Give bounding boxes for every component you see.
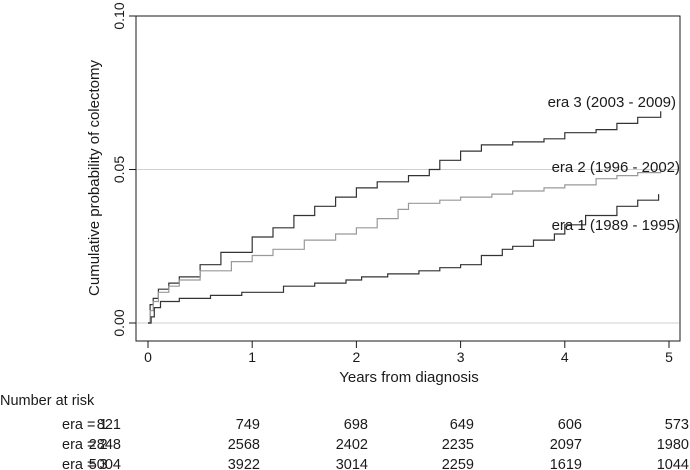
series-line-era-3 xyxy=(148,111,662,324)
risk-row-label-2: era = 2 xyxy=(62,437,108,453)
risk-cell: 3922 xyxy=(228,457,260,470)
risk-cell: 2259 xyxy=(442,457,474,470)
plot-frame xyxy=(135,15,681,342)
risk-cell: 606 xyxy=(558,417,582,433)
grid-lines xyxy=(137,169,679,324)
y-axis-title: Cumulative probability of colectomy xyxy=(86,60,103,296)
y-tick-label-0: 0.00 xyxy=(111,309,127,336)
risk-cell: 2568 xyxy=(228,437,260,453)
risk-row-label-1: era = 1 xyxy=(62,417,108,433)
risk-row-label-3: era = 3 xyxy=(62,457,108,470)
x-tick-label-5: 5 xyxy=(665,349,673,365)
x-tick-label-3: 3 xyxy=(457,349,465,365)
risk-cell: 3014 xyxy=(336,457,368,470)
series-labels: era 3 (2003 - 2009) era 2 (1996 - 2002) er… xyxy=(548,94,680,234)
risk-cell: 2848 xyxy=(89,437,121,453)
x-tick-label-4: 4 xyxy=(561,349,569,365)
risk-cell: 1044 xyxy=(657,457,689,470)
risk-cell: 821 xyxy=(97,417,121,433)
y-tick-label-1: 0.05 xyxy=(111,156,127,183)
risk-cell: 1980 xyxy=(657,437,689,453)
risk-cell: 649 xyxy=(450,417,474,433)
risk-cell: 2402 xyxy=(336,437,368,453)
risk-table-title: Number at risk xyxy=(0,393,95,409)
x-tick-label-1: 1 xyxy=(248,349,256,365)
axes: 0.00 0.05 0.10 0 1 2 3 4 5 xyxy=(111,2,673,365)
x-tick-label-2: 2 xyxy=(353,349,361,365)
risk-cell: 5004 xyxy=(89,457,121,470)
x-tick-label-0: 0 xyxy=(144,349,152,365)
risk-cell: 573 xyxy=(665,417,689,433)
risk-cell: 749 xyxy=(236,417,260,433)
series-line-era-1 xyxy=(148,194,660,324)
series-lines xyxy=(148,111,662,324)
risk-cell: 1619 xyxy=(550,457,582,470)
risk-cell: 2097 xyxy=(550,437,582,453)
series-label-era-3: era 3 (2003 - 2009) xyxy=(548,94,676,111)
y-tick-label-2: 0.10 xyxy=(111,2,127,29)
series-line-era-2 xyxy=(148,169,662,324)
x-axis-title: Years from diagnosis xyxy=(339,369,479,386)
series-label-era-2: era 2 (1996 - 2002) xyxy=(552,159,680,176)
risk-cell: 698 xyxy=(344,417,368,433)
series-label-era-1: era 1 (1989 - 1995) xyxy=(552,217,680,234)
risk-cell: 2235 xyxy=(442,437,474,453)
